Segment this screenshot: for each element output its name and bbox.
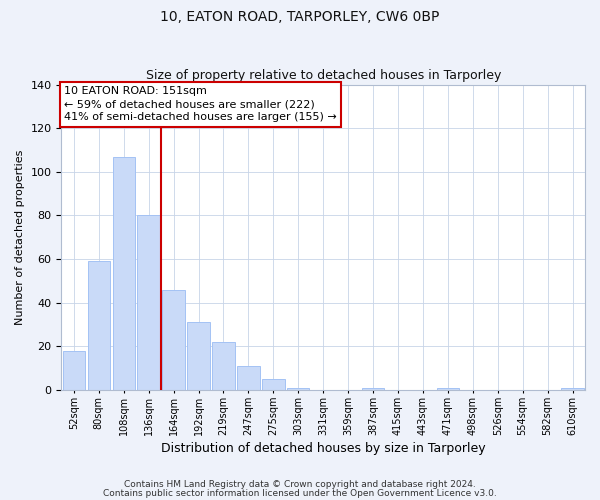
Bar bbox=[88, 262, 110, 390]
Bar bbox=[287, 388, 310, 390]
Bar bbox=[113, 156, 135, 390]
Y-axis label: Number of detached properties: Number of detached properties bbox=[15, 150, 25, 325]
Bar bbox=[212, 342, 235, 390]
Title: Size of property relative to detached houses in Tarporley: Size of property relative to detached ho… bbox=[146, 69, 501, 82]
Bar bbox=[562, 388, 584, 390]
Bar bbox=[437, 388, 459, 390]
Bar bbox=[362, 388, 384, 390]
Bar bbox=[237, 366, 260, 390]
Bar bbox=[163, 290, 185, 390]
Text: Contains HM Land Registry data © Crown copyright and database right 2024.: Contains HM Land Registry data © Crown c… bbox=[124, 480, 476, 489]
Bar bbox=[187, 322, 210, 390]
X-axis label: Distribution of detached houses by size in Tarporley: Distribution of detached houses by size … bbox=[161, 442, 485, 455]
Text: Contains public sector information licensed under the Open Government Licence v3: Contains public sector information licen… bbox=[103, 488, 497, 498]
Bar bbox=[62, 350, 85, 390]
Bar bbox=[137, 216, 160, 390]
Text: 10 EATON ROAD: 151sqm
← 59% of detached houses are smaller (222)
41% of semi-det: 10 EATON ROAD: 151sqm ← 59% of detached … bbox=[64, 86, 337, 122]
Bar bbox=[262, 379, 284, 390]
Text: 10, EATON ROAD, TARPORLEY, CW6 0BP: 10, EATON ROAD, TARPORLEY, CW6 0BP bbox=[160, 10, 440, 24]
